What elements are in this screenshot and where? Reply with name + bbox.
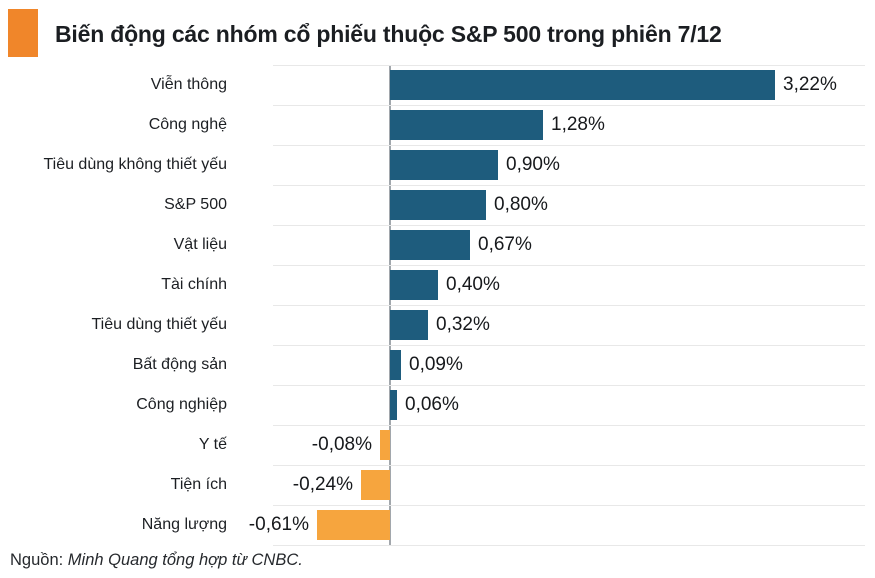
gridline [273,505,865,506]
source-prefix: Nguồn: [10,551,68,569]
chart-row: Viễn thông 3,22% [0,65,875,105]
value-label: 0,40% [446,274,500,295]
gridline [273,225,865,226]
gridline [273,105,865,106]
gridline [273,65,865,66]
category-label: Y tế [198,436,227,453]
positive-bar [390,310,428,340]
value-label: 0,32% [436,314,490,335]
gridline [273,305,865,306]
value-label: 0,06% [405,394,459,415]
gridline [273,425,865,426]
value-label: 0,90% [506,154,560,175]
gridline [273,145,865,146]
value-label: -0,08% [311,434,372,455]
chart-row: Y tế -0,08% [0,425,875,465]
category-label: Tài chính [161,276,227,293]
gridline [273,185,865,186]
positive-bar [390,110,543,140]
category-label: Năng lượng [141,516,227,533]
value-label: 0,67% [478,234,532,255]
category-label: Bất động sản [132,356,227,373]
chart-row: Tài chính 0,40% [0,265,875,305]
value-label: 0,09% [409,354,463,375]
gridline [273,465,865,466]
positive-bar [390,350,401,380]
positive-bar [390,190,486,220]
chart-title: Biến động các nhóm cổ phiếu thuộc S&P 50… [55,21,722,47]
category-label: Vật liệu [173,236,227,253]
positive-bar [390,230,470,260]
category-label: Tiêu dùng không thiết yếu [43,156,227,173]
category-label: S&P 500 [164,196,227,213]
positive-bar [390,150,498,180]
gridline [273,265,865,266]
gridline [273,385,865,386]
negative-bar [361,470,390,500]
source-note: Nguồn: Minh Quang tổng hợp từ CNBC. [10,551,303,570]
bar-chart: Viễn thông 3,22% Công nghệ 1,28% Tiêu dùng k… [0,65,875,546]
value-label: 1,28% [551,114,605,135]
chart-row: Bất động sản 0,09% [0,345,875,385]
chart-row: Công nghệ 1,28% [0,105,875,145]
category-label: Công nghệ [148,116,227,133]
chart-row: Công nghiệp 0,06% [0,385,875,425]
category-label: Tiêu dùng thiết yếu [91,316,228,333]
chart-row: Tiện ích -0,24% [0,465,875,505]
chart-row: Vật liệu 0,67% [0,225,875,265]
chart-row: Tiêu dùng thiết yếu 0,32% [0,305,875,345]
source-text: Minh Quang tổng hợp từ CNBC. [67,551,303,569]
category-label: Tiện ích [170,476,227,493]
positive-bar [390,270,438,300]
value-label: 0,80% [494,194,548,215]
value-label: -0,61% [248,514,309,535]
positive-bar [390,70,775,100]
accent-square [8,9,38,57]
negative-bar [380,430,390,460]
value-label: -0,24% [292,474,353,495]
title-row: Biến động các nhóm cổ phiếu thuộc S&P 50… [0,0,875,60]
chart-row: Năng lượng -0,61% [0,505,875,545]
chart-row: Tiêu dùng không thiết yếu 0,90% [0,145,875,185]
negative-bar [317,510,390,540]
category-label: Công nghiệp [136,396,227,413]
category-label: Viễn thông [150,76,227,93]
chart-row: S&P 500 0,80% [0,185,875,225]
gridline [273,545,865,546]
value-label: 3,22% [783,74,837,95]
positive-bar [390,390,397,420]
gridline [273,345,865,346]
